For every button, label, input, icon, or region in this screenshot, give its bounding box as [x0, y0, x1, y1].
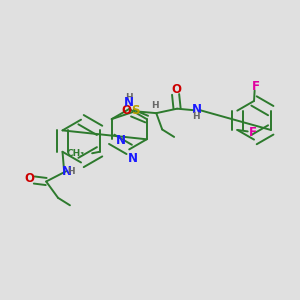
Text: CH₃: CH₃: [67, 149, 85, 158]
Text: F: F: [251, 80, 260, 93]
Text: F: F: [248, 125, 256, 139]
Text: H: H: [68, 167, 75, 176]
Text: H: H: [151, 101, 159, 110]
Text: O: O: [121, 104, 131, 117]
Text: O: O: [171, 82, 181, 96]
Text: H: H: [193, 112, 200, 121]
Text: N: N: [128, 152, 138, 165]
Text: N: N: [124, 96, 134, 109]
Text: N: N: [61, 165, 71, 178]
Text: N: N: [191, 103, 201, 116]
Text: N: N: [116, 134, 126, 147]
Text: O: O: [25, 172, 34, 185]
Text: S: S: [131, 104, 140, 117]
Text: H: H: [125, 93, 133, 102]
